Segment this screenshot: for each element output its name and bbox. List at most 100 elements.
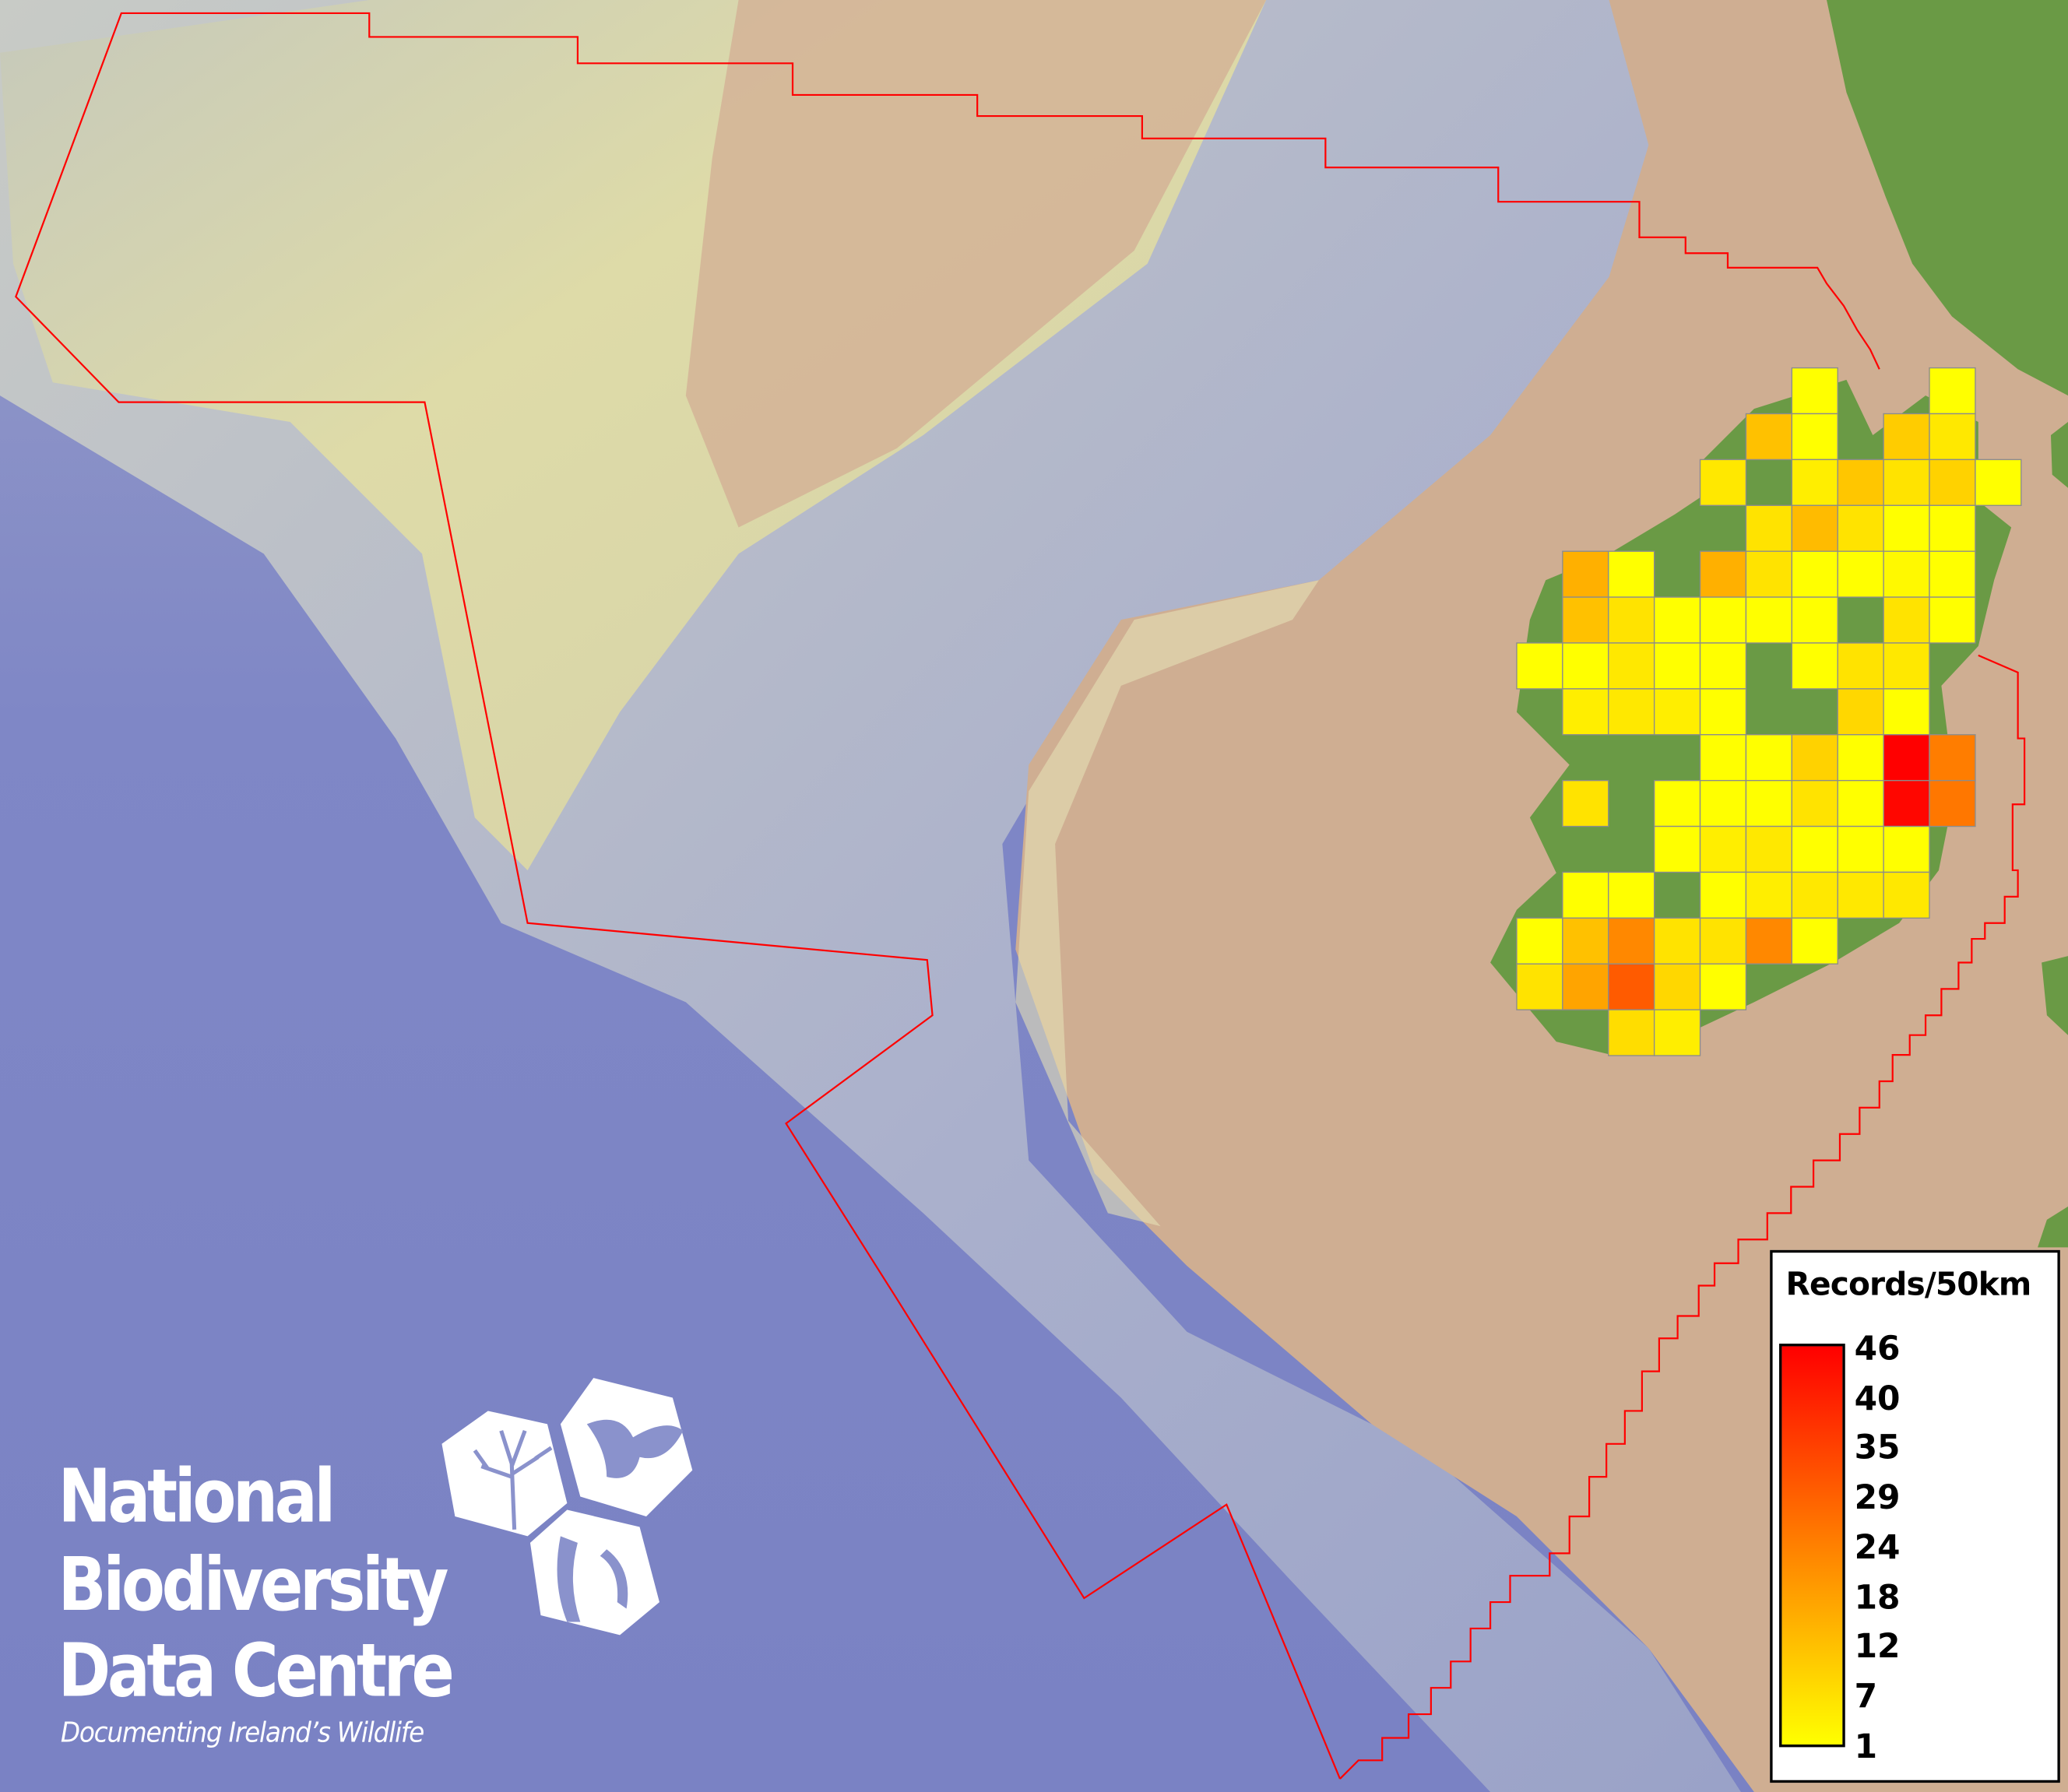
grid-cell <box>1562 550 1609 598</box>
eez-boundary <box>15 12 1880 1780</box>
grid-cell <box>1791 734 1838 782</box>
grid-cell <box>1837 550 1884 598</box>
grid-cell <box>1562 779 1609 827</box>
grid-cell <box>1929 367 1976 415</box>
grid-cell <box>1883 642 1930 690</box>
logo-line-biodiversity: Biodiversity <box>58 1542 449 1629</box>
grid-cell <box>1516 917 1563 965</box>
grid-cell <box>1791 871 1838 919</box>
grid-cell <box>1883 779 1930 827</box>
grid-cell <box>1653 963 1701 1010</box>
porcupine-bank-edge <box>1015 580 1319 1227</box>
grid-cell <box>1837 504 1884 552</box>
grid-cell <box>1745 550 1793 598</box>
grid-cell <box>1975 459 2022 506</box>
grid-cell <box>1791 642 1838 690</box>
grid-cell <box>1699 734 1747 782</box>
grid-cell <box>1699 688 1747 736</box>
grid-cell <box>1562 963 1609 1010</box>
grid-cell <box>1791 779 1838 827</box>
grid-cell <box>1929 459 1976 506</box>
grid-cell <box>1837 825 1884 873</box>
grid-cell <box>1791 367 1838 415</box>
grid-cell <box>1653 688 1701 736</box>
grid-cell <box>1608 963 1655 1010</box>
land-scotland <box>1827 0 2068 396</box>
legend-tick-label: 40 <box>1854 1379 1901 1418</box>
grid-cell <box>1837 779 1884 827</box>
grid-cell <box>1516 963 1563 1010</box>
grid-cell <box>1883 734 1930 782</box>
grid-cell <box>1883 504 1930 552</box>
grid-cell <box>1653 917 1701 965</box>
butterfly-icon <box>560 1378 693 1516</box>
grid-cell <box>1745 413 1793 461</box>
grid-cell <box>1791 550 1838 598</box>
grid-cell <box>1699 871 1747 919</box>
tree-icon <box>441 1411 568 1537</box>
legend-tick-label: 35 <box>1854 1428 1901 1467</box>
grid-cell <box>1608 688 1655 736</box>
grid-cell <box>1745 825 1793 873</box>
grid-cell <box>1791 413 1838 461</box>
grid-cell <box>1837 688 1884 736</box>
grid-cell <box>1883 596 1930 644</box>
grid-cell <box>1745 779 1793 827</box>
grid-cell <box>1608 917 1655 965</box>
legend-tick-label: 29 <box>1854 1478 1901 1517</box>
grid-cell <box>1883 459 1930 506</box>
grid-cell <box>1699 642 1747 690</box>
grid-cell <box>1745 871 1793 919</box>
grid-cell <box>1929 504 1976 552</box>
grid-cell <box>1608 1009 1655 1056</box>
grid-cell <box>1699 550 1747 598</box>
legend-tick-label: 24 <box>1854 1527 1901 1566</box>
grid-cell <box>1791 504 1838 552</box>
grid-cell <box>1791 917 1838 965</box>
grid-cell <box>1608 642 1655 690</box>
grid-cell <box>1608 550 1655 598</box>
legend-tick-label: 12 <box>1854 1627 1901 1666</box>
grid-cell <box>1699 596 1747 644</box>
grid-cell <box>1699 963 1747 1010</box>
grid-cell <box>1883 825 1930 873</box>
grid-cell <box>1837 459 1884 506</box>
legend-tick-label: 18 <box>1854 1577 1901 1616</box>
logo-tagline: Documenting Ireland’s Wildlife <box>60 1716 424 1749</box>
bank-shelf-tan <box>685 0 1267 528</box>
records-grid <box>1516 367 2022 1056</box>
grid-cell <box>1883 688 1930 736</box>
grid-cell <box>1745 596 1793 644</box>
grid-cell <box>1745 504 1793 552</box>
seahorse-icon <box>529 1509 659 1636</box>
grid-cell <box>1837 734 1884 782</box>
legend-tick-label: 46 <box>1854 1329 1901 1368</box>
grid-cell <box>1929 550 1976 598</box>
grid-cell <box>1562 917 1609 965</box>
grid-cell <box>1791 459 1838 506</box>
grid-cell <box>1837 871 1884 919</box>
eez-boundary-east <box>1339 654 2026 1780</box>
grid-cell <box>1929 413 1976 461</box>
legend: Records/50km 46 40 35 29 24 18 12 7 1 <box>1770 1249 2060 1783</box>
grid-cell <box>1883 871 1930 919</box>
logo-line-data-centre: Data Centre <box>58 1628 455 1715</box>
land-wales-2 <box>2038 1206 2068 1248</box>
legend-title: Records/50km <box>1785 1266 2032 1303</box>
grid-cell <box>1562 871 1609 919</box>
land-wales-1 <box>2042 956 2068 1035</box>
legend-tick-label: 7 <box>1854 1677 1878 1716</box>
grid-cell <box>1653 1009 1701 1056</box>
grid-cell <box>1929 596 1976 644</box>
grid-cell <box>1516 642 1563 690</box>
grid-cell <box>1745 734 1793 782</box>
grid-cell <box>1929 779 1976 827</box>
grid-cell <box>1562 688 1609 736</box>
grid-cell <box>1929 734 1976 782</box>
grid-cell <box>1562 642 1609 690</box>
grid-cell <box>1608 871 1655 919</box>
legend-tick-label: 1 <box>1854 1727 1878 1766</box>
grid-cell <box>1653 596 1701 644</box>
